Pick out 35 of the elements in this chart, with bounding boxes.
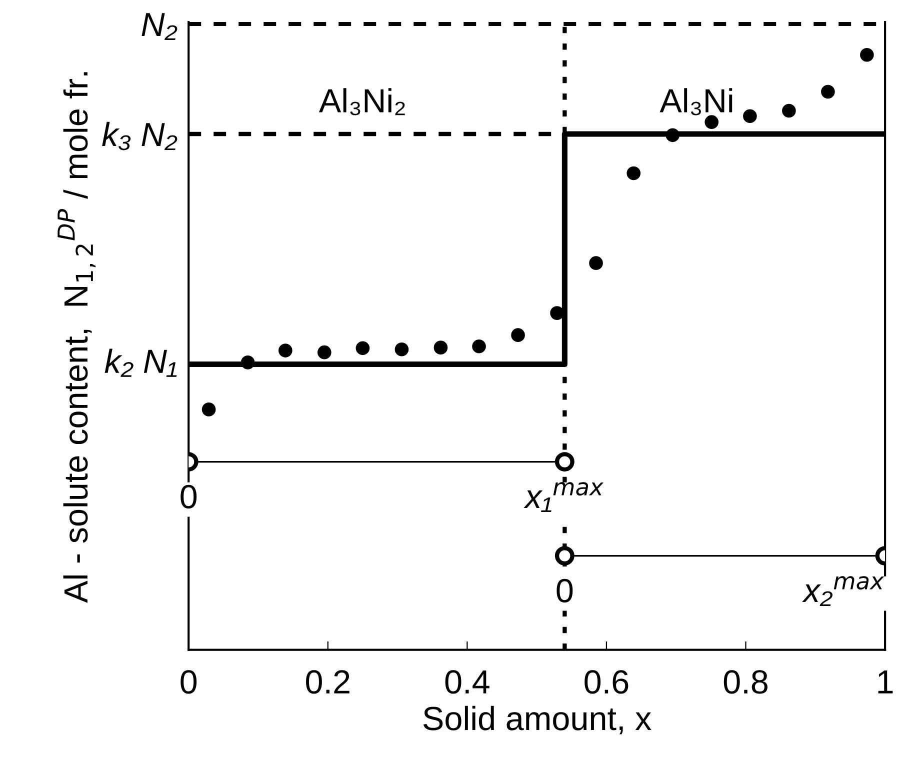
- point: [782, 104, 796, 118]
- x-tick-label: 0.4: [445, 670, 490, 694]
- annotation: Al₃Ni₂: [318, 88, 405, 116]
- annotation: x₂$^{max}$: [802, 576, 884, 606]
- ref-line-label: N₂: [142, 13, 178, 40]
- x-axis-title: Solid amount, x: [423, 706, 652, 734]
- point: [704, 115, 719, 129]
- point: [821, 84, 835, 99]
- x-tick-label: 0.6: [584, 670, 628, 694]
- point: [318, 345, 332, 360]
- point: [589, 256, 603, 270]
- x-tick-label: 0: [180, 670, 197, 694]
- ref-line-label: k₃ N₂: [102, 122, 178, 150]
- point: [511, 328, 525, 342]
- y-axis-title: Al - solute content, N$_{1,2}$$^{DP}$ / mole fr.: [58, 72, 96, 603]
- x-tick-label: 0.8: [724, 670, 768, 694]
- point: [278, 344, 292, 358]
- point: [394, 342, 409, 356]
- point: [550, 306, 564, 320]
- annotation: Al₃Ni: [660, 88, 732, 116]
- point: [626, 166, 641, 180]
- annotation: k₂ N₁: [104, 348, 177, 377]
- annotation: 0: [180, 484, 197, 509]
- point: [202, 402, 216, 416]
- point: [434, 340, 448, 354]
- annotation: 0: [556, 578, 573, 603]
- point: [356, 341, 370, 356]
- point: [743, 109, 757, 124]
- point: [666, 128, 680, 142]
- point: [240, 356, 255, 370]
- point: [472, 339, 486, 354]
- point: [860, 48, 874, 62]
- x-tick-label: 0.2: [306, 670, 350, 694]
- annotation: x₁$^{max}$: [524, 482, 604, 512]
- x-tick-label: 1: [878, 670, 893, 694]
